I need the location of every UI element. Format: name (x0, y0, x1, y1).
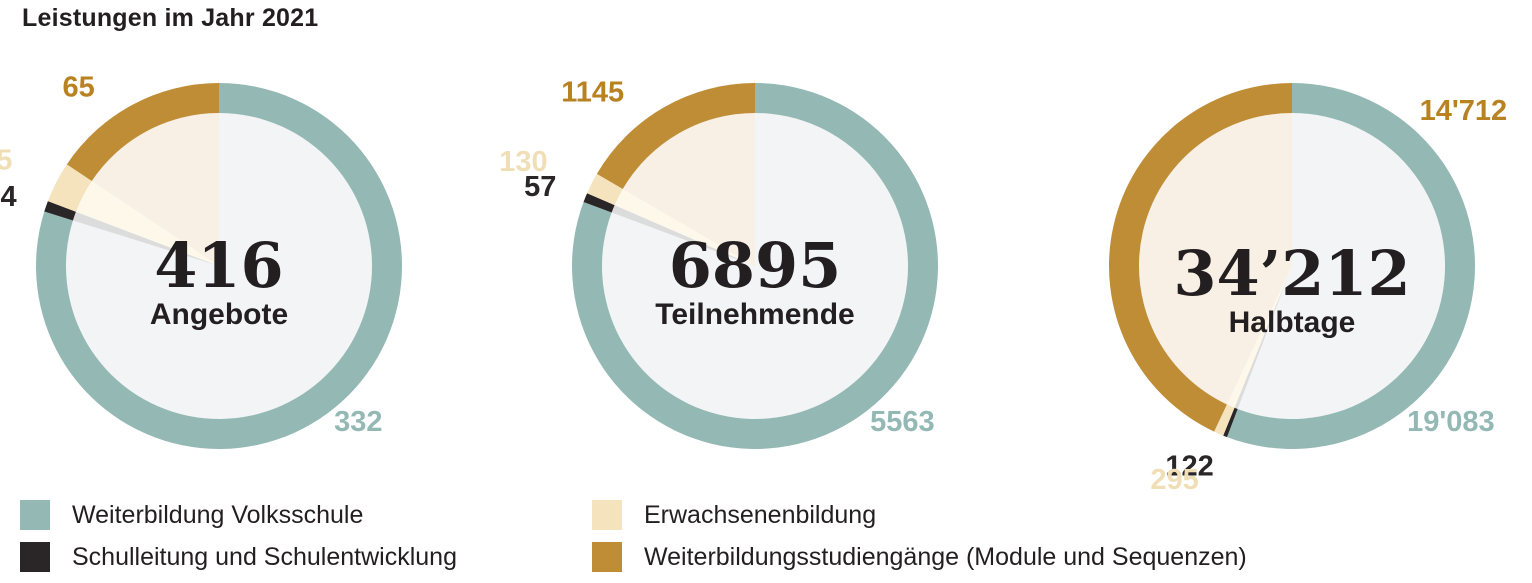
value-label-schulleitung: 57 (524, 171, 556, 203)
value-label-erwachsenen: 15 (0, 145, 12, 177)
ring-segment-studiengaenge (66, 82, 219, 181)
inner-sector-studiengaenge (91, 113, 219, 266)
total-value: 34’212 (1173, 237, 1410, 310)
total-value: 6895 (669, 229, 842, 302)
ring-segment-erwachsenen (1214, 404, 1235, 436)
ring-segment-studiengaenge (596, 82, 755, 189)
inner-sector-schulleitung (611, 205, 755, 266)
inner-sector-volksschule (601, 113, 908, 419)
chart-title: Leistungen im Jahr 2021 (22, 4, 319, 32)
value-label-erwachsenen: 130 (499, 146, 547, 178)
total-caption: Angebote (150, 298, 288, 331)
value-label-studiengaenge: 14'712 (1420, 95, 1508, 127)
inner-sector-schulleitung (72, 211, 219, 266)
inner-sector-studiengaenge (622, 113, 755, 266)
ring-segment-schulleitung (583, 193, 615, 213)
value-label-studiengaenge: 65 (62, 71, 94, 103)
ring-segment-schulleitung (1223, 407, 1238, 438)
inner-sector-erwachsenen (614, 188, 755, 266)
inner-sector-erwachsenen (1226, 266, 1292, 408)
value-label-schulleitung: 122 (1165, 450, 1213, 482)
value-label-volksschule: 332 (334, 406, 382, 438)
value-label-studiengaenge: 1145 (561, 77, 624, 109)
value-label-volksschule: 19'083 (1407, 406, 1495, 438)
value-label-erwachsenen: 295 (1150, 464, 1198, 496)
total-caption: Halbtage (1229, 306, 1356, 339)
ring-segment-schulleitung (44, 201, 76, 221)
inner-sector-erwachsenen (75, 180, 220, 266)
value-label-volksschule: 5563 (870, 406, 935, 438)
total-caption: Teilnehmende (655, 298, 854, 331)
inner-sector-schulleitung (1234, 266, 1292, 410)
inner-sector-volksschule (1237, 113, 1446, 420)
ring-segment-studiengaenge (1109, 83, 1292, 432)
ring-segment-erwachsenen (587, 173, 623, 206)
ring-segment-erwachsenen (47, 164, 92, 212)
total-value: 416 (154, 229, 283, 302)
inner-sector-studiengaenge (1139, 113, 1292, 405)
value-label-schulleitung: 4 (0, 181, 16, 213)
